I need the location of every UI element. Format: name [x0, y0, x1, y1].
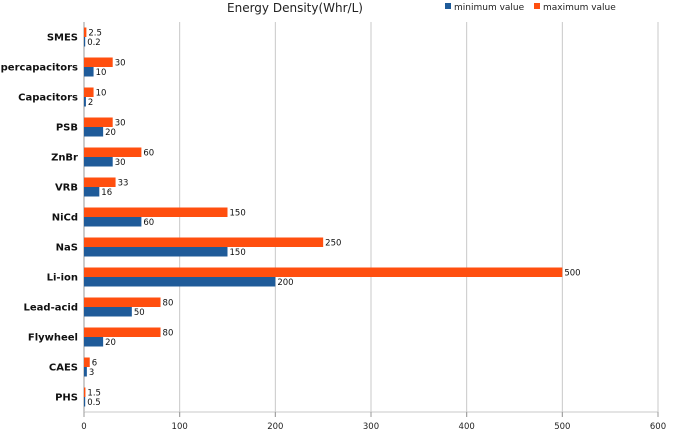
category-label-capacitors: Capacitors — [18, 93, 78, 104]
bar-max-smes — [84, 27, 87, 37]
x-tick-label-200: 200 — [267, 422, 283, 432]
value-label-min-vrb: 16 — [101, 188, 112, 198]
x-tick-label-500: 500 — [554, 422, 570, 432]
value-label-min-lead-acid: 50 — [134, 308, 145, 318]
category-labels: SMES Supercapacitors Capacitors PSB ZnBr VRB N… — [0, 33, 78, 404]
bar-min-znbr — [84, 157, 113, 167]
bar-min-supercapacitors — [84, 67, 94, 77]
value-labels: 2.50.23010102302060303316150602501505002… — [87, 29, 580, 409]
bar-max-caes — [84, 357, 90, 367]
value-label-min-phs: 0.5 — [87, 398, 101, 408]
x-tick-label-100: 100 — [172, 422, 188, 432]
legend: minimum value maximum value — [445, 3, 616, 13]
legend-swatch-maximum-value — [534, 3, 540, 9]
value-label-max-nicd: 150 — [230, 209, 246, 219]
category-label-phs: PHS — [55, 393, 78, 404]
value-label-max-vrb: 33 — [118, 179, 129, 189]
value-label-max-flywheel: 80 — [163, 329, 174, 339]
category-label-smes: SMES — [47, 33, 78, 44]
x-tick-label-400: 400 — [459, 422, 475, 432]
bar-max-nicd — [84, 207, 228, 217]
bars — [84, 27, 563, 407]
bar-max-vrb — [84, 177, 116, 187]
category-label-psb: PSB — [56, 123, 78, 134]
bar-min-nicd — [84, 217, 142, 227]
value-label-min-psb: 20 — [105, 128, 116, 138]
value-label-max-capacitors: 10 — [96, 89, 107, 99]
category-label-caes: CAES — [49, 363, 78, 374]
bar-max-lead-acid — [84, 297, 161, 307]
category-label-nicd: NiCd — [52, 213, 78, 224]
bar-min-capacitors — [84, 97, 86, 107]
value-label-min-nicd: 60 — [143, 218, 154, 228]
bar-max-capacitors — [84, 87, 94, 97]
bar-min-phs — [84, 397, 86, 407]
bar-min-li-ion — [84, 277, 276, 287]
value-label-min-li-ion: 200 — [277, 278, 293, 288]
bar-min-nas — [84, 247, 228, 257]
value-label-max-psb: 30 — [115, 119, 126, 129]
bar-min-flywheel — [84, 337, 104, 347]
category-label-znbr: ZnBr — [51, 153, 78, 164]
value-label-min-znbr: 30 — [115, 158, 126, 168]
bar-min-lead-acid — [84, 307, 132, 317]
x-tick-label-0: 0 — [81, 422, 86, 432]
bar-max-supercapacitors — [84, 57, 113, 67]
bar-max-nas — [84, 237, 324, 247]
value-label-min-caes: 3 — [89, 368, 94, 378]
bar-max-li-ion — [84, 267, 563, 277]
x-tick-label-300: 300 — [363, 422, 379, 432]
value-label-min-flywheel: 20 — [105, 338, 116, 348]
bar-min-vrb — [84, 187, 100, 197]
value-label-min-supercapacitors: 10 — [96, 68, 107, 78]
value-label-max-li-ion: 500 — [564, 269, 580, 279]
gridlines — [83, 22, 659, 417]
value-label-min-smes: 0.2 — [87, 38, 101, 48]
value-label-max-caes: 6 — [92, 359, 97, 369]
x-tick-label-600: 600 — [650, 422, 666, 432]
bar-max-psb — [84, 117, 113, 127]
chart-title: Energy Density(Whr/L) — [227, 1, 363, 15]
value-label-max-lead-acid: 80 — [163, 299, 174, 309]
category-label-vrb: VRB — [55, 183, 78, 194]
bar-max-znbr — [84, 147, 142, 157]
category-label-flywheel: Flywheel — [28, 333, 78, 344]
category-label-supercapacitors: Supercapacitors — [0, 63, 78, 74]
x-axis-ticks: 0 100 200 300 400 500 600 — [81, 422, 666, 432]
value-label-max-supercapacitors: 30 — [115, 59, 126, 69]
value-label-max-nas: 250 — [325, 239, 341, 249]
legend-label-minimum-value: minimum value — [454, 3, 525, 13]
bar-max-phs — [84, 387, 86, 397]
bar-min-caes — [84, 367, 87, 377]
bar-max-flywheel — [84, 327, 161, 337]
value-label-max-smes: 2.5 — [88, 29, 102, 39]
value-label-max-znbr: 60 — [143, 149, 154, 159]
category-label-li-ion: Li-ion — [47, 273, 78, 284]
value-label-max-phs: 1.5 — [87, 389, 101, 399]
legend-label-maximum-value: maximum value — [543, 3, 616, 13]
bar-min-smes — [84, 37, 86, 47]
value-label-min-capacitors: 2 — [88, 98, 93, 108]
value-label-min-nas: 150 — [230, 248, 246, 258]
bar-min-psb — [84, 127, 104, 137]
category-label-nas: NaS — [56, 243, 78, 254]
legend-swatch-minimum-value — [445, 3, 451, 9]
category-label-lead-acid: Lead-acid — [24, 303, 78, 314]
